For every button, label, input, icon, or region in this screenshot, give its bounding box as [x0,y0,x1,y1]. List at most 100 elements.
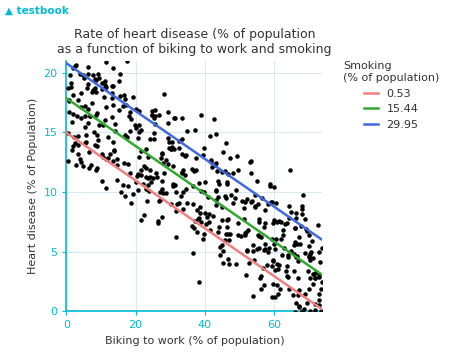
Point [235,167,242,173]
Point [228,192,235,198]
Point [178,169,185,175]
Point [214,168,221,174]
Point [148,112,156,118]
Point [108,90,116,96]
Point [195,180,203,186]
Point [222,140,230,146]
Point [249,248,257,254]
Point [268,294,275,300]
Point [181,173,189,178]
Point [151,107,159,112]
Point [65,98,73,103]
Point [283,268,290,274]
Point [127,170,134,176]
Point [124,58,131,64]
Point [193,229,201,234]
Point [146,188,153,194]
Point [137,217,144,223]
Point [235,232,242,238]
Point [179,167,186,173]
Point [290,252,297,257]
Point [204,194,212,200]
Point [292,211,300,216]
Point [167,146,175,151]
Point [206,219,213,225]
Point [183,128,191,134]
Point [296,241,303,247]
Point [69,143,77,149]
Point [227,155,234,161]
Point [93,110,100,116]
Point [292,239,299,245]
Point [307,249,314,255]
Point [293,241,301,247]
Point [140,163,148,169]
Point [169,164,176,169]
Point [261,241,269,247]
Point [168,202,175,207]
Point [72,162,80,168]
Point [146,167,154,173]
Point [217,252,224,258]
Point [86,150,93,155]
Point [100,95,108,100]
Point [84,72,92,77]
Point [318,245,325,251]
Point [150,115,158,121]
Point [99,81,106,86]
Point [234,153,241,159]
Point [173,208,180,213]
Point [287,248,295,254]
Point [273,261,281,267]
Point [222,231,230,237]
Point [277,236,285,242]
Point [200,189,207,195]
Point [93,165,101,170]
Point [66,109,73,115]
Point [74,151,82,156]
Point [137,127,145,133]
Point [242,229,250,235]
Point [247,158,255,164]
Point [144,175,152,181]
Point [292,300,300,306]
Point [86,113,93,119]
Point [317,286,324,291]
Point [260,247,267,252]
Point [76,156,83,162]
Point [214,178,221,184]
Point [124,183,131,189]
Point [116,93,123,99]
Point [247,170,255,176]
Point [268,263,276,268]
Point [120,92,128,98]
Point [200,236,207,241]
Point [302,226,310,232]
Point [210,213,217,219]
Point [315,274,323,280]
Point [311,307,319,313]
Point [251,203,259,209]
Point [115,107,123,112]
Point [293,253,301,259]
Point [311,275,319,281]
Point [212,187,219,193]
Text: ▲ testbook: ▲ testbook [5,5,69,15]
Point [152,170,160,176]
Point [212,202,219,208]
Point [221,237,229,243]
Point [144,154,152,160]
Point [148,112,155,118]
Point [89,87,97,92]
Point [224,231,232,237]
Point [257,286,265,292]
Point [165,139,173,145]
Point [309,238,316,244]
Point [69,111,77,117]
Point [195,280,203,285]
Point [244,196,251,202]
Point [182,186,190,192]
Point [177,194,185,199]
Point [255,232,262,238]
Point [284,252,292,258]
